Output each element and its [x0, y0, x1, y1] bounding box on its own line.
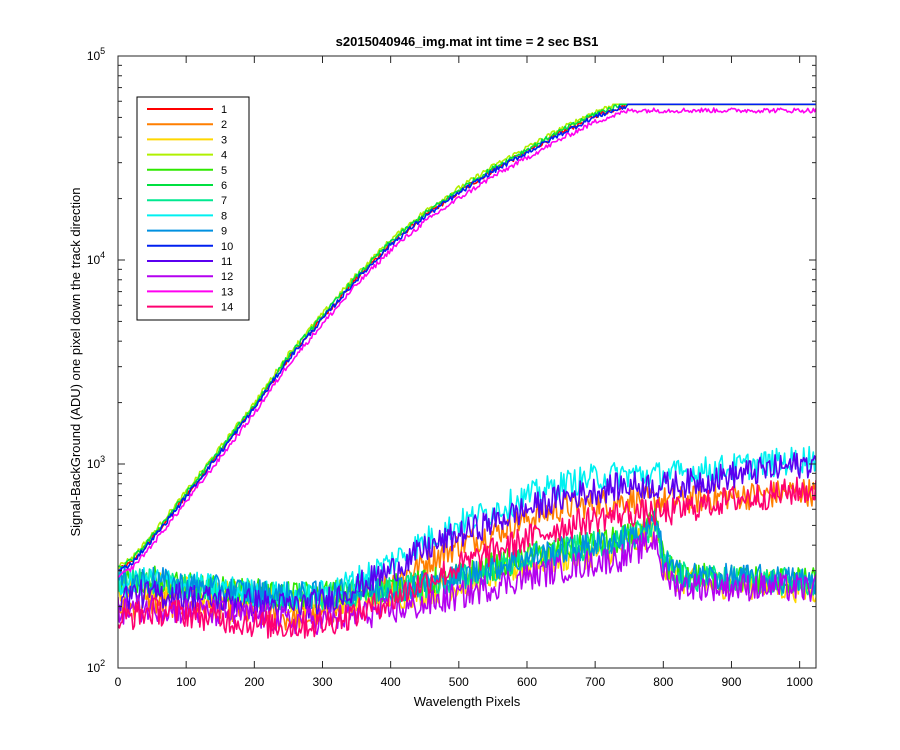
legend-entry-1: 1	[147, 104, 227, 116]
series-11	[118, 452, 816, 619]
legend-label: 14	[221, 302, 233, 314]
series-line-12	[118, 531, 816, 636]
y-tick-label: 105	[87, 46, 105, 63]
legend-entry-10: 10	[147, 241, 233, 253]
x-tick-label: 100	[176, 675, 196, 689]
legend-label: 6	[221, 180, 227, 192]
legend-entry-13: 13	[147, 286, 233, 298]
series-line-11	[118, 452, 816, 619]
x-tick-label: 1000	[786, 675, 813, 689]
y-tick-label: 104	[87, 250, 105, 267]
legend-entry-11: 11	[147, 256, 232, 268]
legend-label: 1	[221, 104, 227, 116]
x-tick-label: 600	[517, 675, 537, 689]
series-line-10	[118, 103, 816, 572]
x-tick-label: 500	[449, 675, 469, 689]
y-tick-label: 103	[87, 454, 105, 471]
series-line-9	[118, 510, 816, 610]
legend-box	[136, 96, 250, 321]
chart-title: s2015040946_img.mat int time = 2 sec BS1	[336, 34, 599, 49]
legend-entry-12: 12	[147, 271, 233, 283]
legend-entry-6: 6	[147, 180, 227, 192]
x-axis: 0 100 200 300 400 500 600 700 800 900 1000	[115, 56, 813, 689]
legend-label: 3	[221, 134, 227, 146]
legend-label: 2	[221, 119, 227, 131]
legend-label: 4	[221, 150, 227, 162]
legend-entry-14: 14	[147, 302, 233, 314]
series-13	[118, 107, 816, 578]
x-tick-label: 300	[312, 675, 332, 689]
series-14	[118, 476, 816, 639]
series-9	[118, 510, 816, 610]
plot-frame	[117, 55, 817, 669]
legend-entry-2: 2	[147, 119, 227, 131]
legend-label: 13	[221, 286, 233, 298]
series-line-13	[118, 107, 816, 578]
legend-entry-3: 3	[147, 134, 227, 146]
legend-label: 9	[221, 226, 227, 238]
series-layer	[118, 103, 816, 639]
legend-entry-8: 8	[147, 210, 227, 222]
x-axis-label: Wavelength Pixels	[414, 694, 521, 709]
legend-label: 10	[221, 241, 233, 253]
x-tick-label: 700	[585, 675, 605, 689]
x-tick-label: 900	[721, 675, 741, 689]
legend-label: 7	[221, 195, 227, 207]
plot-area	[118, 103, 816, 639]
legend-label: 11	[221, 256, 232, 268]
legend-entry-7: 7	[147, 195, 227, 207]
series-12	[118, 531, 816, 636]
x-tick-label: 400	[381, 675, 401, 689]
y-axis-label: Signal-BackGround (ADU) one pixel down t…	[68, 187, 83, 536]
legend-label: 12	[221, 271, 233, 283]
legend-entry-9: 9	[147, 226, 227, 238]
legend-entry-5: 5	[147, 165, 227, 177]
x-tick-label: 200	[244, 675, 264, 689]
series-line-14	[118, 476, 816, 639]
legend-label: 5	[221, 165, 227, 177]
x-tick-label: 800	[653, 675, 673, 689]
legend-entry-4: 4	[147, 150, 227, 162]
y-tick-label: 102	[87, 658, 105, 675]
x-tick-label: 0	[115, 675, 122, 689]
legend-label: 8	[221, 210, 227, 222]
series-10	[118, 103, 816, 572]
